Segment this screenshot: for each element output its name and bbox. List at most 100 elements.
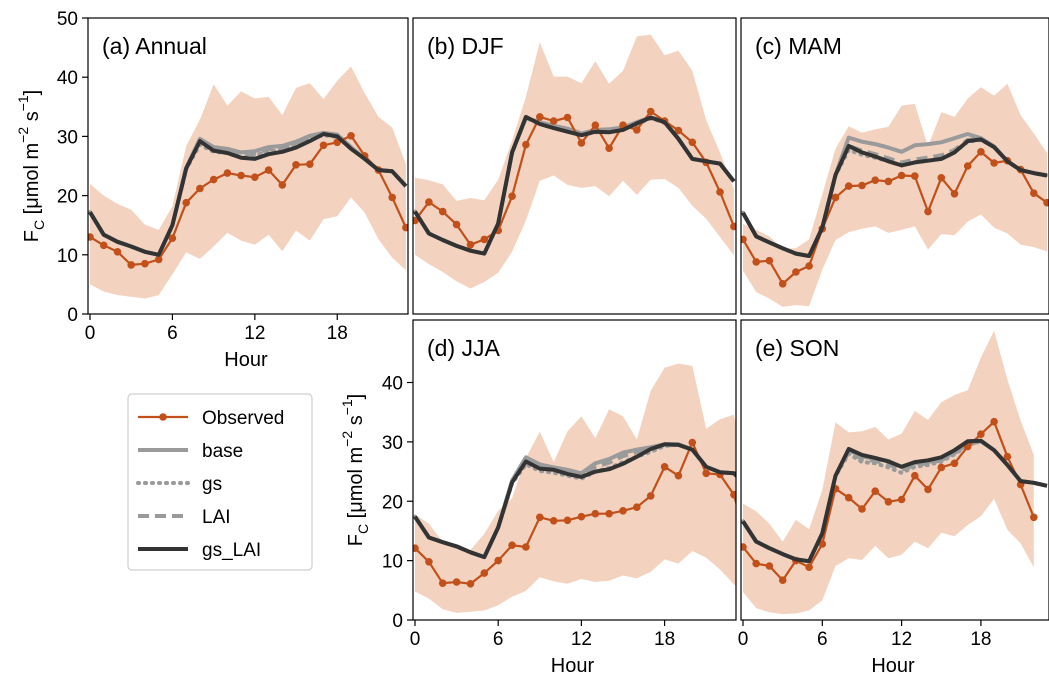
series-gs_LAI [741, 137, 1048, 258]
panel-title: (c) MAM [755, 33, 842, 59]
y-label-part: [μmol m [21, 143, 43, 220]
observed-point [633, 503, 641, 512]
y-label-part: C [31, 220, 47, 230]
series-gs_LAI [413, 114, 736, 256]
observed-point [278, 181, 287, 189]
observed-point [425, 198, 433, 206]
y-tick-label: 0 [392, 611, 403, 632]
series-gs_LAI [741, 438, 1048, 564]
y-tick-label: 40 [382, 374, 403, 395]
panel-title: (d) JJA [427, 335, 501, 361]
y-tick-label: 40 [57, 68, 78, 89]
observed-point [182, 198, 190, 207]
x-tick-label: 6 [817, 629, 828, 650]
observed-point [884, 177, 893, 186]
y-label-part: F [345, 534, 367, 546]
y-label-part: −1 [339, 399, 355, 415]
observed-point [871, 487, 879, 496]
observed-point [168, 234, 177, 242]
observed-point [563, 516, 572, 525]
observed-point [674, 471, 683, 480]
y-label-part: −2 [15, 127, 31, 143]
observed-point [844, 493, 853, 502]
series-gs_LAI [88, 132, 408, 257]
y-label-part: −2 [339, 431, 355, 447]
observed-point [937, 463, 946, 472]
x-tick-label: 6 [167, 323, 178, 344]
x-tick-label: 12 [244, 323, 265, 344]
y-label-part: F [21, 230, 43, 242]
y-tick-label: 50 [57, 9, 78, 30]
observed-point [508, 192, 516, 200]
observed-point [536, 513, 544, 522]
observed-point [884, 498, 893, 506]
observed-point [741, 235, 747, 244]
observed-point [937, 174, 946, 182]
observed-point [88, 233, 94, 241]
observed-point [306, 160, 314, 168]
observed-point [591, 121, 600, 129]
observed-point [765, 256, 774, 265]
panel-title: (b) DJF [427, 33, 504, 59]
observed-point [897, 495, 906, 504]
observed-point [438, 207, 447, 216]
observed-point [911, 172, 919, 180]
observed-range-band [90, 66, 406, 299]
legend-gs_LAI-label: gs_LAI [202, 540, 261, 561]
observed-point [549, 517, 558, 525]
x-axis-label: Hour [224, 349, 268, 371]
axes-frame [740, 319, 1049, 621]
observed-point [466, 580, 475, 588]
observed-point [646, 492, 655, 500]
y-tick-label: 30 [382, 433, 403, 454]
observed-point [646, 107, 655, 116]
observed-point [688, 138, 697, 147]
panel-1: 0 10 20 30 40 50 0 6 12 18 Hour (a) Annual [57, 9, 409, 371]
observed-point [605, 509, 613, 518]
x-tick-label: 18 [327, 323, 348, 344]
y-tick-label: 0 [67, 305, 78, 326]
observed-point [591, 509, 600, 518]
panel-title: (e) SON [755, 335, 839, 361]
observed-point [950, 459, 959, 468]
x-tick-label: 18 [970, 629, 991, 650]
panel-title: (a) Annual [102, 33, 207, 59]
observed-point [858, 505, 866, 513]
observed-point [452, 220, 461, 229]
legend: Observed base gs LAI gs_LAI [127, 393, 313, 571]
observed-point [1003, 452, 1012, 461]
observed-point [688, 438, 697, 447]
legend-observed-marker [159, 413, 167, 421]
observed-point [977, 430, 985, 439]
observed-point [950, 190, 959, 198]
x-axis-label: Hour [551, 655, 595, 677]
observed-point [466, 240, 475, 249]
observed-range-band [415, 363, 736, 613]
observed-point [990, 159, 998, 167]
x-tick-label: 12 [891, 629, 912, 650]
observed-point [911, 471, 919, 480]
observed-point [897, 171, 906, 180]
observed-point [702, 469, 710, 478]
observed-point [127, 261, 135, 269]
observed-point [977, 148, 985, 156]
y-label-part: [μmol m [345, 447, 367, 524]
panel-3: (c) MAM [740, 17, 1049, 315]
observed-point [425, 558, 433, 566]
observed-point [223, 169, 232, 177]
observed-point [99, 241, 108, 250]
y-label-part: s [21, 111, 43, 127]
series-gs_LAI [413, 442, 736, 560]
x-tick-label: 12 [571, 629, 592, 650]
observed-point [963, 162, 972, 170]
plot-area [88, 66, 408, 314]
panel-5: 0 6 12 18 Hour (e) SON [738, 319, 1049, 677]
observed-point [619, 507, 627, 515]
observed-point [577, 139, 586, 147]
observed-point [831, 193, 840, 202]
observed-point [237, 171, 245, 180]
y-tick-label: 10 [57, 246, 78, 267]
observed-point [549, 117, 558, 125]
observed-point [292, 161, 300, 169]
